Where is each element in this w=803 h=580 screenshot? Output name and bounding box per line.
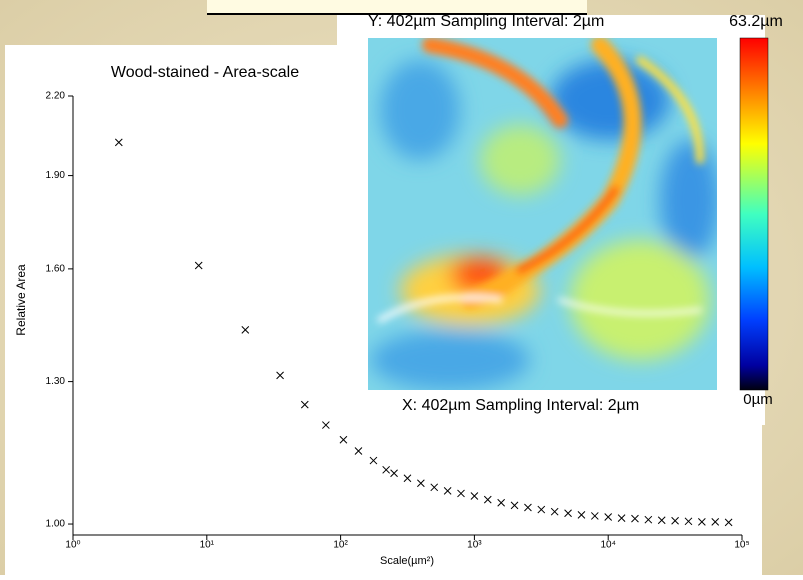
marker	[382, 465, 391, 474]
x-tick-label: 10⁴	[600, 540, 615, 551]
marker	[322, 421, 330, 429]
marker	[711, 518, 720, 526]
marker	[300, 400, 309, 409]
scale-min-label: 0µm	[743, 391, 772, 408]
y-tick-label: 1.30	[46, 376, 66, 387]
marker	[194, 261, 203, 270]
marker	[644, 515, 653, 524]
marker	[241, 326, 250, 334]
y-axis-label: Relative Area	[14, 264, 28, 336]
y-caption: Y: 402µm Sampling Interval: 2µm	[368, 13, 604, 30]
marker	[724, 518, 733, 527]
marker	[537, 505, 546, 514]
x-caption: X: 402µm Sampling Interval: 2µm	[402, 397, 639, 414]
marker	[684, 517, 693, 526]
y-tick-label: 2.20	[46, 91, 66, 102]
x-tick-label: 10²	[333, 540, 348, 551]
marker	[339, 435, 348, 444]
marker	[276, 371, 284, 380]
marker	[114, 138, 123, 147]
height-map	[368, 38, 717, 390]
marker	[510, 501, 519, 510]
marker	[497, 498, 506, 507]
scale-max-label: 63.2µm	[729, 13, 783, 30]
marker	[354, 447, 363, 455]
marker	[417, 479, 425, 488]
chart-title: Wood-stained - Area-scale	[111, 64, 299, 81]
x-axis-label: Scale(µm²)	[380, 555, 434, 567]
x-tick-label: 10⁰	[65, 540, 80, 551]
header-box	[207, 0, 587, 14]
marker	[590, 512, 599, 520]
y-tick-label: 1.90	[46, 170, 66, 181]
marker	[564, 509, 572, 518]
marker	[550, 507, 559, 516]
marker	[470, 492, 479, 500]
y-tick-label: 1.00	[46, 519, 66, 530]
y-tick-label: 1.60	[46, 264, 66, 275]
marker	[443, 487, 452, 495]
color-scale-bar	[739, 37, 769, 391]
x-tick-label: 10¹	[200, 540, 215, 551]
marker	[577, 511, 586, 519]
marker	[390, 469, 398, 478]
marker	[617, 514, 626, 522]
marker	[403, 474, 412, 483]
marker	[604, 513, 613, 521]
x-tick-label: 10⁵	[734, 540, 749, 551]
marker	[457, 489, 465, 498]
marker	[369, 456, 378, 465]
marker	[483, 495, 492, 504]
x-tick-label: 10³	[467, 540, 482, 551]
marker	[430, 483, 439, 492]
marker	[524, 503, 532, 512]
marker	[698, 518, 706, 526]
marker	[631, 514, 639, 523]
marker	[657, 516, 666, 525]
marker	[671, 516, 679, 525]
plot: Wood-stained - Area-scale Relative Area …	[14, 64, 749, 567]
